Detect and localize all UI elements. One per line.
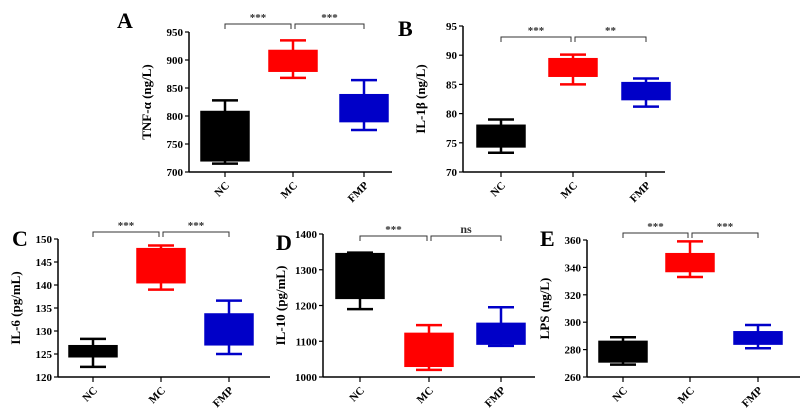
significance-bracket <box>92 231 160 237</box>
y-tick-label: 1400 <box>295 229 318 241</box>
box-nc <box>68 344 118 358</box>
panel-c: C 120 125 130 135 140 145 150 IL-6 (pg/mL) NC MC FM… <box>8 220 270 410</box>
panel-letter: A <box>117 8 133 33</box>
x-tick-label: FMP <box>628 179 654 205</box>
panel-a: A 700 750 800 850 900 950 TNF-α (ng/L) NC MC FMP **… <box>117 8 392 205</box>
significance-bracket <box>622 232 689 238</box>
y-tick-label: 75 <box>446 138 458 150</box>
x-tick-label: MC <box>559 180 580 201</box>
y-tick-label: 95 <box>446 21 458 33</box>
x-tick-label: NC <box>610 385 630 405</box>
y-axis-label: IL-6 (pg/mL) <box>8 271 23 344</box>
significance-label: *** <box>118 220 135 232</box>
significance-bracket <box>574 36 647 42</box>
y-tick-label: 950 <box>167 27 184 39</box>
x-tick-label: FMP <box>483 384 509 410</box>
box-fmp <box>339 93 389 123</box>
x-tick-label: MC <box>147 385 168 406</box>
x-tick-label: FMP <box>740 384 766 410</box>
panel-letter: B <box>398 16 413 41</box>
significance-bracket <box>224 23 292 29</box>
box-fmp <box>621 81 671 101</box>
x-tick-label: MC <box>676 385 697 406</box>
significance-label: *** <box>385 224 402 236</box>
y-tick-label: 300 <box>565 317 582 329</box>
significance-label: ns <box>460 222 472 236</box>
significance-bracket <box>162 231 230 237</box>
significance-label: *** <box>188 220 205 232</box>
y-tick-label: 750 <box>167 139 184 151</box>
x-tick-label: NC <box>347 385 367 405</box>
y-tick-label: 130 <box>36 326 53 338</box>
box-nc <box>200 110 250 162</box>
x-tick-label: NC <box>488 180 508 200</box>
x-tick-label: NC <box>80 385 100 405</box>
y-tick-label: 260 <box>565 372 582 384</box>
y-tick-label: 120 <box>36 372 53 384</box>
y-tick-label: 85 <box>446 79 458 91</box>
panel-letter: E <box>540 226 555 251</box>
significance-label: *** <box>647 221 664 233</box>
panel-d: D 1000 1100 1200 1300 1400 IL-10 (pg/mL) NC MC FM… <box>273 222 535 410</box>
y-tick-label: 125 <box>36 349 53 361</box>
box-nc <box>476 124 526 148</box>
y-tick-label: 1000 <box>295 372 318 384</box>
x-tick-label: FMP <box>211 384 237 410</box>
y-tick-label: 800 <box>167 111 184 123</box>
significance-label: ** <box>605 25 617 37</box>
significance-bracket <box>430 235 502 241</box>
panel-letter: C <box>12 226 28 251</box>
significance-bracket <box>294 23 365 29</box>
significance-label: *** <box>250 12 267 24</box>
box-mc <box>548 57 598 77</box>
y-tick-label: 135 <box>36 303 53 315</box>
y-tick-label: 320 <box>565 290 582 302</box>
x-tick-label: NC <box>212 180 232 200</box>
y-tick-label: 850 <box>167 83 184 95</box>
box-fmp <box>476 322 526 345</box>
y-tick-label: 700 <box>167 167 184 179</box>
y-axis-label: TNF-α (ng/L) <box>139 64 154 140</box>
significance-bracket <box>691 232 759 238</box>
y-tick-label: 1200 <box>295 301 318 313</box>
y-axis-label: IL-10 (pg/mL) <box>273 266 288 346</box>
panel-e: E 260 280 300 320 340 360 LPS (ng/L) NC MC FMP *** *… <box>537 221 800 410</box>
box-mc <box>665 252 715 273</box>
y-tick-label: 280 <box>565 345 582 357</box>
box-nc <box>335 252 385 300</box>
panel-letter: D <box>276 230 292 255</box>
y-tick-label: 145 <box>36 257 53 269</box>
x-tick-label: FMP <box>346 179 372 205</box>
significance-bracket <box>359 235 428 241</box>
y-tick-label: 90 <box>446 50 458 62</box>
box-nc <box>598 340 648 363</box>
box-mc <box>268 49 318 72</box>
box-mc <box>404 332 454 368</box>
x-tick-label: MC <box>415 385 436 406</box>
y-tick-label: 340 <box>565 262 582 274</box>
y-axis-label: IL-1β (ng/L) <box>413 64 428 133</box>
box-fmp <box>733 331 783 345</box>
y-tick-label: 140 <box>36 280 53 292</box>
y-tick-label: 80 <box>446 109 458 121</box>
y-tick-label: 1100 <box>296 336 318 348</box>
significance-label: *** <box>528 25 545 37</box>
significance-bracket <box>500 36 572 42</box>
y-tick-label: 900 <box>167 55 184 67</box>
y-tick-label: 360 <box>565 235 582 247</box>
significance-label: *** <box>321 12 338 24</box>
y-tick-label: 1300 <box>295 265 318 277</box>
x-tick-label: MC <box>279 180 300 201</box>
box-fmp <box>204 313 254 346</box>
box-mc <box>136 247 186 284</box>
y-axis-label: LPS (ng/L) <box>537 278 552 340</box>
y-tick-label: 70 <box>446 167 458 179</box>
significance-label: *** <box>717 221 734 233</box>
y-tick-label: 150 <box>36 234 53 246</box>
